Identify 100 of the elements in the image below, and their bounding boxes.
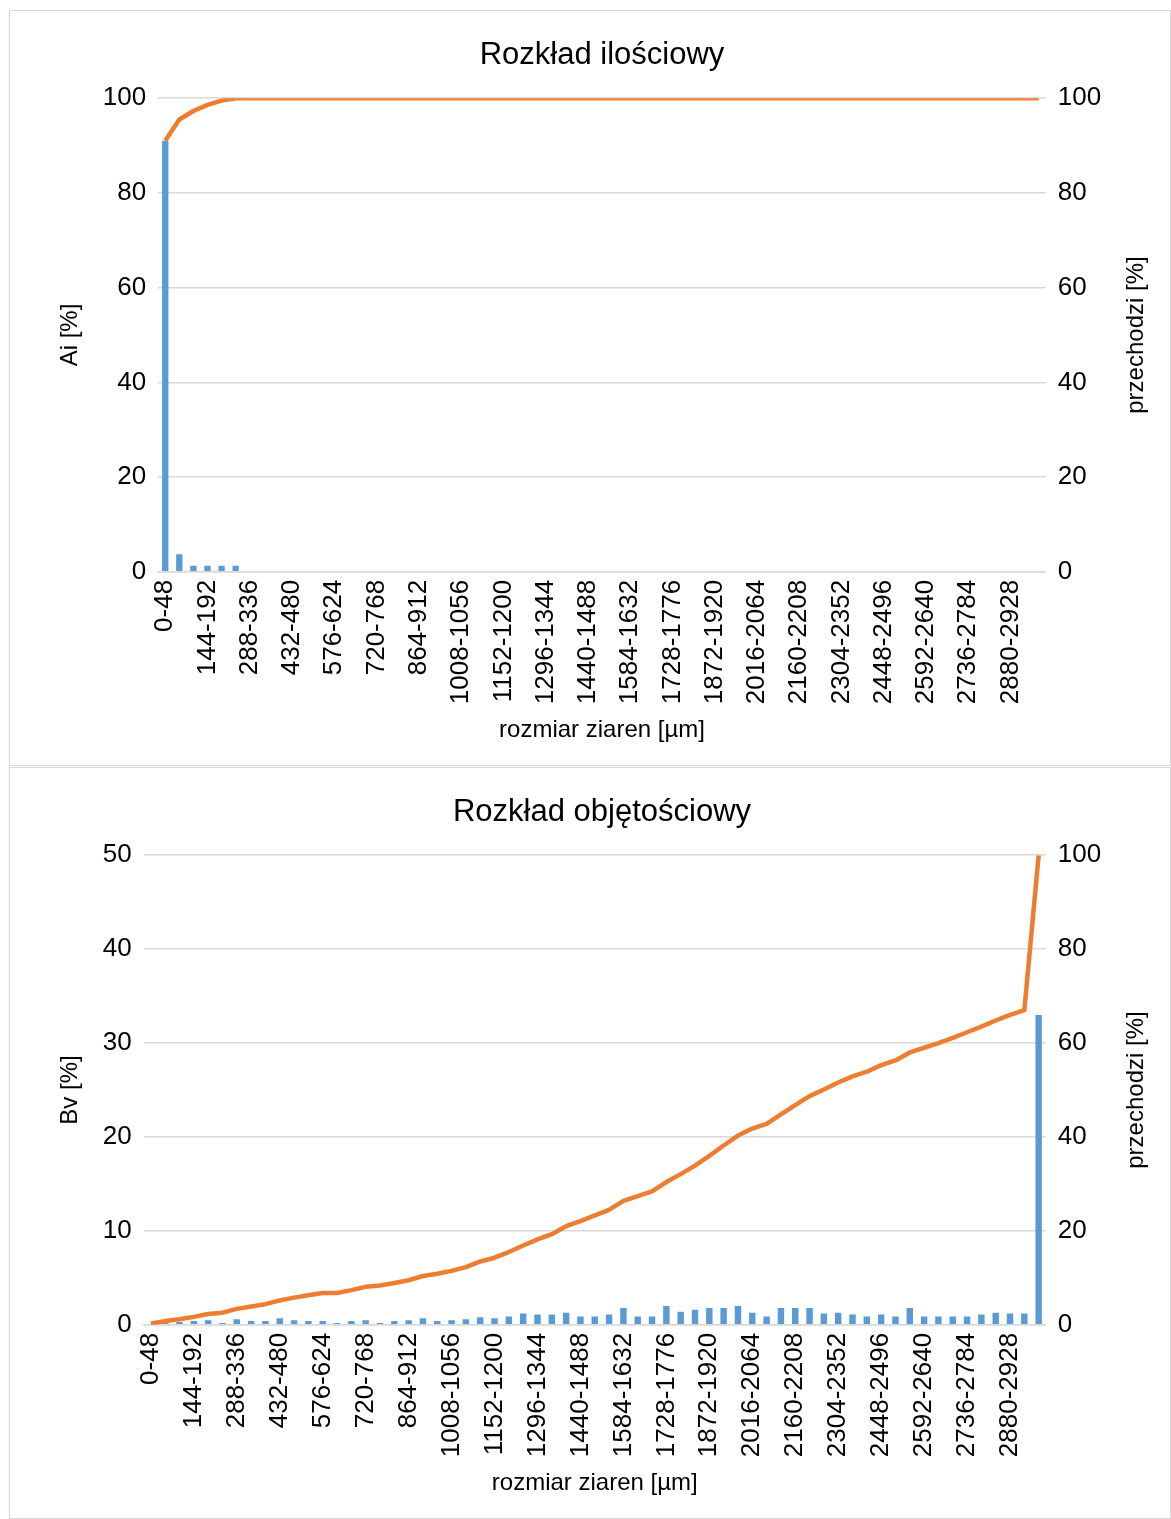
bar — [749, 1312, 756, 1325]
bar — [1035, 1014, 1042, 1325]
x-tick-label: 2160-2208 — [782, 579, 813, 705]
y-axis-title: Ai [%] — [55, 303, 83, 367]
x-tick-label: 1584-1632 — [606, 1332, 637, 1458]
x-tick-label: 1008-1056 — [444, 579, 475, 705]
y2-tick-label: 0 — [1057, 1308, 1073, 1339]
bar — [1021, 1313, 1028, 1325]
bar — [892, 1316, 899, 1325]
bar — [863, 1316, 871, 1325]
x-tick-label: 1440-1488 — [563, 1332, 594, 1458]
y2-axis-title: przechodzi [%] — [1120, 256, 1148, 414]
y2-tick-label: 80 — [1057, 176, 1087, 207]
bar — [677, 1311, 684, 1325]
bar — [663, 1306, 670, 1325]
y2-tick-label: 60 — [1057, 1026, 1087, 1057]
y-axis-title: Bv [%] — [55, 1055, 83, 1125]
bar — [777, 1307, 785, 1325]
x-tick-label: 2736-2784 — [951, 579, 982, 705]
x-tick-label: 576-624 — [305, 1332, 336, 1429]
x-tick-label: 1152-1200 — [486, 579, 517, 703]
x-tick-label: 2448-2496 — [864, 1332, 895, 1458]
y-tick-label: 60 — [117, 270, 147, 301]
x-tick-label: 1296-1344 — [528, 579, 559, 705]
y-tick-label: 40 — [117, 365, 147, 396]
bar — [162, 140, 169, 572]
y-tick-label: 50 — [102, 838, 132, 869]
y2-tick-label: 0 — [1057, 555, 1073, 586]
bar — [233, 1319, 241, 1325]
x-tick-label: 720-768 — [348, 1332, 379, 1429]
bar — [262, 1321, 269, 1325]
x-tick-label: 2880-2928 — [993, 1332, 1024, 1458]
bar — [720, 1307, 727, 1325]
bar — [405, 1320, 412, 1325]
bar — [806, 1307, 813, 1325]
x-tick-label: 864-912 — [391, 1332, 422, 1429]
bar — [763, 1316, 770, 1325]
y2-axis-title: przechodzi [%] — [1120, 1011, 1148, 1169]
x-tick-label: 2304-2352 — [824, 579, 855, 705]
bar — [319, 1321, 326, 1325]
bar — [462, 1319, 470, 1325]
x-tick-label: 2592-2640 — [909, 579, 940, 705]
bar — [276, 1318, 283, 1325]
y2-tick-label: 80 — [1057, 932, 1087, 963]
bar — [949, 1316, 956, 1325]
bar — [920, 1316, 928, 1325]
x-tick-label: 2448-2496 — [866, 579, 897, 705]
bar — [290, 1320, 298, 1325]
bar — [591, 1316, 598, 1325]
x-tick-label: 2160-2208 — [778, 1332, 809, 1458]
bar — [648, 1316, 656, 1325]
bar — [849, 1314, 856, 1325]
bar — [247, 1321, 255, 1325]
bar — [434, 1321, 441, 1325]
y-tick-label: 40 — [102, 932, 132, 963]
bar — [992, 1312, 999, 1325]
bar — [391, 1321, 398, 1325]
bar — [218, 565, 225, 572]
x-tick-label: 1728-1776 — [655, 579, 686, 705]
bar — [190, 1321, 198, 1325]
x-tick-label: 1584-1632 — [613, 579, 644, 705]
y-tick-label: 10 — [102, 1214, 132, 1245]
y2-tick-label: 40 — [1057, 1120, 1087, 1151]
x-tick-label: 864-912 — [402, 579, 433, 676]
bar — [477, 1317, 484, 1325]
y2-tick-label: 40 — [1057, 365, 1087, 396]
x-tick-label: 432-480 — [275, 579, 306, 676]
y2-tick-label: 20 — [1057, 1214, 1087, 1245]
bar — [734, 1306, 742, 1325]
bar — [577, 1316, 584, 1325]
y-tick-label: 20 — [102, 1120, 132, 1151]
bar — [348, 1321, 355, 1325]
x-tick-label: 720-768 — [359, 579, 390, 676]
bar — [176, 1322, 183, 1325]
x-axis-title: rozmiar ziaren [µm] — [499, 715, 705, 743]
bar — [362, 1320, 369, 1325]
bar — [935, 1316, 942, 1325]
bar — [706, 1307, 713, 1325]
bar — [176, 554, 183, 572]
bar — [534, 1314, 541, 1325]
x-tick-label: 2016-2064 — [735, 1332, 766, 1458]
x-tick-label: 1296-1344 — [520, 1332, 551, 1458]
x-tick-label: 0-48 — [134, 1332, 165, 1385]
bar — [634, 1316, 641, 1325]
y-tick-label: 80 — [117, 176, 147, 207]
x-tick-label: 432-480 — [262, 1332, 293, 1429]
x-tick-label: 1728-1776 — [649, 1332, 680, 1458]
bar — [305, 1321, 312, 1325]
x-tick-label: 288-336 — [219, 1332, 250, 1429]
bar — [190, 565, 197, 572]
bar — [448, 1320, 455, 1325]
x-tick-label: 2304-2352 — [821, 1332, 852, 1458]
bar — [963, 1316, 971, 1325]
x-tick-label: 1872-1920 — [692, 1332, 723, 1458]
x-tick-label: 144-192 — [177, 1332, 208, 1429]
bar — [204, 1320, 212, 1325]
chart-title: Rozkład ilościowy — [479, 36, 725, 72]
y-tick-label: 0 — [131, 555, 147, 586]
y-tick-label: 30 — [102, 1026, 132, 1057]
x-tick-label: 1872-1920 — [697, 579, 728, 705]
